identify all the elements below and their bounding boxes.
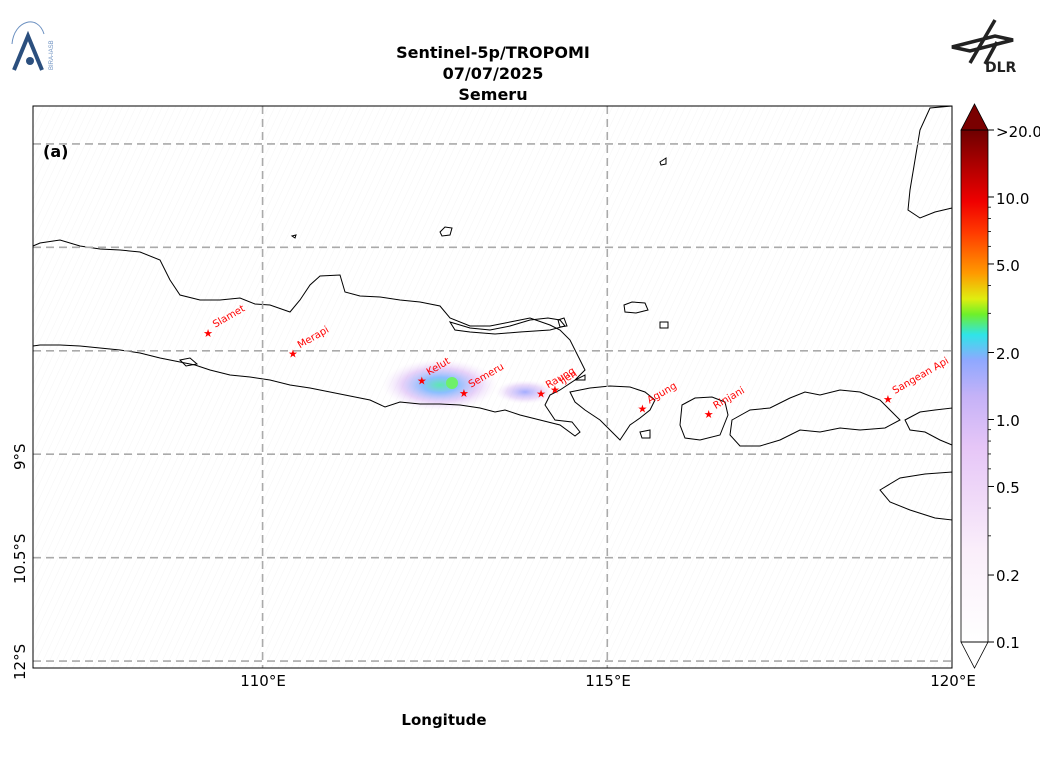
- volcano-marker-icon: ★: [704, 408, 714, 421]
- colorbar-max-arrow: [960, 103, 989, 131]
- bira-iasb-logo: [11, 21, 45, 71]
- colorbar-tick-marks: [988, 129, 994, 643]
- x-axis-label: Longitude: [401, 711, 487, 729]
- map-area: ★Slamet★Merapi★Kelut★Semeru★Raung★Ijen★A…: [32, 105, 953, 669]
- volcano-marker-icon: ★: [536, 388, 546, 401]
- volcano-marker-icon: ★: [459, 387, 469, 400]
- y-tick-9s: 9°S: [11, 443, 29, 470]
- colorbar-label-10: 10.0: [996, 190, 1030, 208]
- colorbar-min-arrow: [960, 641, 989, 669]
- x-tick-115: 115°E: [585, 672, 631, 690]
- volcano-marker-icon: ★: [883, 393, 893, 406]
- bira-iasb-logo-text: BIRA-IASB: [49, 40, 55, 70]
- colorbar-label-0-5: 0.5: [996, 479, 1020, 497]
- so2-plume-semeru: [382, 359, 498, 411]
- gridlines: [33, 106, 952, 668]
- colorbar-label-max: >20.0: [996, 123, 1040, 141]
- volcano-marker-icon: ★: [203, 327, 213, 340]
- volcano-marker-icon: ★: [638, 403, 648, 416]
- colorbar-label-0-1: 0.1: [996, 634, 1020, 652]
- colorbar-label-1: 1.0: [996, 412, 1020, 430]
- map-title-date: 07/07/2025: [442, 64, 544, 83]
- volcano-marker-icon: ★: [417, 374, 427, 387]
- so2-plume-east-java: [495, 380, 555, 404]
- so2-plume-core: [446, 377, 458, 389]
- map-title-satellite: Sentinel-5p/TROPOMI: [396, 43, 590, 62]
- y-tick-10-5s: 10.5°S: [11, 533, 29, 584]
- dlr-logo: [951, 19, 1014, 65]
- map-title-volcano: Semeru: [458, 85, 528, 104]
- coastlines: [32, 105, 953, 521]
- colorbar-label-0-2: 0.2: [996, 567, 1020, 585]
- dlr-logo-text: DLR: [985, 60, 1017, 76]
- colorbar-label-2: 2.0: [996, 345, 1020, 363]
- x-tick-120: 120°E: [930, 672, 976, 690]
- y-tick-12s: 12°S: [11, 643, 29, 680]
- x-tick-110: 110°E: [240, 672, 286, 690]
- colorbar-label-5: 5.0: [996, 257, 1020, 275]
- colorbar: [960, 103, 994, 669]
- volcano-marker-icon: ★: [550, 383, 560, 396]
- panel-label: (a): [43, 142, 69, 161]
- volcano-marker-icon: ★: [288, 348, 298, 361]
